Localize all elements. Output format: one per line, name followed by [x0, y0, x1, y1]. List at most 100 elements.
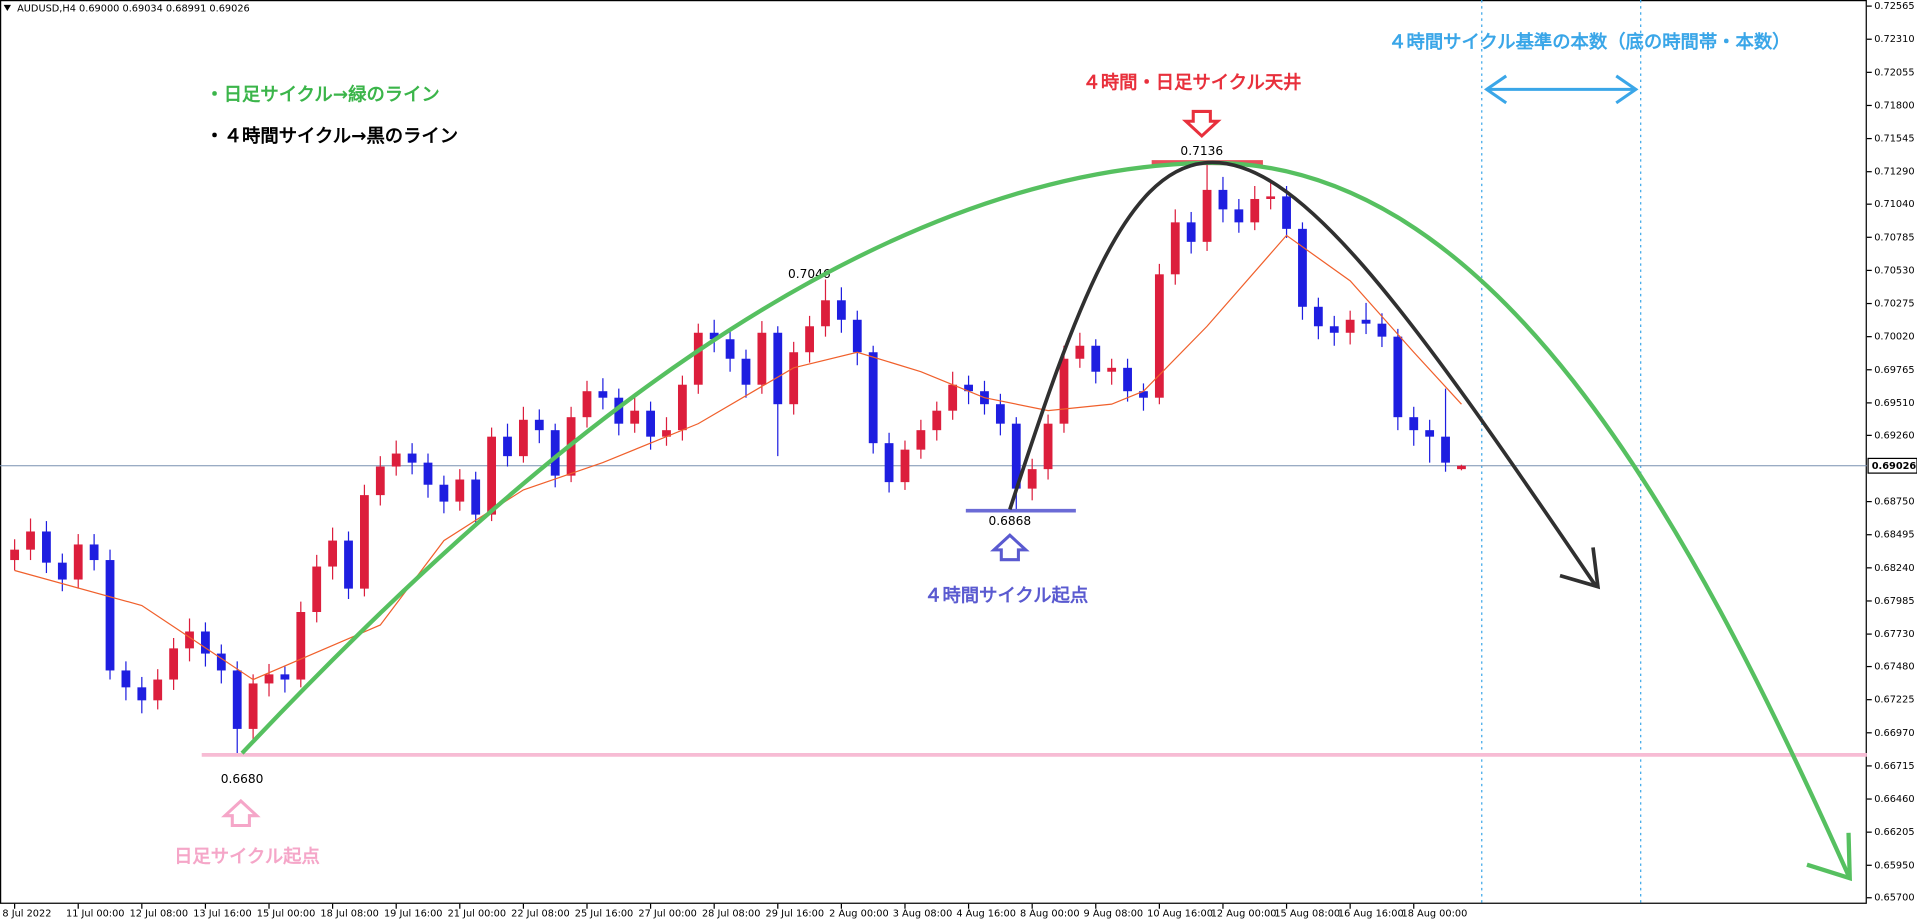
candle-body	[900, 449, 910, 483]
candle-body	[1075, 345, 1085, 359]
candle-body	[1345, 319, 1355, 333]
four-hour-cycle-curve	[1008, 160, 1597, 587]
plot-frame	[0, 0, 1867, 904]
candle-body	[344, 540, 353, 589]
y-tick-label: 0.65950	[1874, 860, 1914, 871]
candle-body	[455, 479, 465, 502]
candle-body	[662, 430, 671, 437]
candle-body	[10, 549, 20, 561]
candle-body	[232, 670, 242, 729]
candle-body	[932, 410, 942, 431]
candle-body	[646, 410, 655, 437]
candle-body	[89, 544, 99, 561]
y-tick-label: 0.71040	[1874, 199, 1914, 210]
candle-body	[948, 384, 958, 411]
candle-body	[884, 443, 894, 483]
y-tick-label: 0.70275	[1874, 299, 1914, 310]
candle-body	[471, 479, 481, 515]
x-tick-label: 8 Jul 2022	[2, 909, 51, 920]
candle-body	[1266, 196, 1276, 199]
x-tick-label: 28 Jul 08:00	[702, 909, 761, 920]
candle-body	[1377, 323, 1387, 337]
y-tick-label: 0.66715	[1874, 761, 1914, 772]
candle-body	[439, 484, 449, 502]
candle-body	[582, 391, 592, 418]
annotation: ・４時間サイクル→黒のライン	[205, 126, 458, 147]
x-tick-label: 13 Jul 16:00	[193, 909, 252, 920]
y-tick-label: 0.71800	[1874, 100, 1914, 111]
y-tick-label: 0.68240	[1874, 563, 1914, 574]
daily-cycle-arrowhead	[1806, 832, 1852, 882]
candle-body	[1091, 345, 1101, 372]
annotation: ４時間サイクル基準の本数（底の時間帯・本数）	[1388, 31, 1790, 53]
y-tick-label: 0.69260	[1874, 430, 1914, 441]
candle-body	[1361, 319, 1371, 324]
y-tick-label: 0.69765	[1874, 365, 1914, 376]
candle-body	[614, 397, 624, 424]
candle-body	[328, 540, 338, 567]
candle-body	[1186, 222, 1196, 242]
x-tick-label: 21 Jul 00:00	[448, 909, 507, 920]
x-tick-label: 8 Aug 00:00	[1020, 909, 1080, 920]
level-label: 0.7136	[1180, 144, 1223, 158]
y-tick-label: 0.66460	[1874, 794, 1914, 805]
candle-body	[1409, 417, 1419, 431]
y-tick-label: 0.70785	[1874, 232, 1914, 243]
daily-start-arrow	[221, 798, 261, 828]
candle-body	[916, 430, 926, 450]
four-hour-cycle-arrowhead	[1559, 547, 1601, 590]
y-tick-label: 0.71545	[1874, 134, 1914, 145]
candle-body	[1154, 274, 1164, 398]
candle-body	[153, 679, 163, 701]
candle-body	[1250, 198, 1260, 223]
x-tick-label: 12 Aug 00:00	[1211, 909, 1277, 920]
candle-body	[503, 436, 512, 457]
candle-body	[487, 436, 497, 515]
current-price-label: 0.69026	[1872, 461, 1917, 472]
x-tick-label: 29 Jul 16:00	[766, 909, 825, 920]
x-tick-label: 2 Aug 00:00	[829, 909, 889, 920]
candle-body	[201, 631, 210, 654]
candle-body	[1282, 196, 1291, 229]
header-icon	[3, 4, 12, 12]
candle-body	[1027, 469, 1037, 489]
candle-body	[1441, 436, 1450, 463]
y-tick-label: 0.71290	[1874, 167, 1914, 178]
symbol-header: AUDUSD,H4 0.69000 0.69034 0.68991 0.6902…	[17, 4, 250, 15]
candle-body	[1393, 336, 1403, 418]
y-tick-label: 0.68495	[1874, 530, 1914, 541]
level-label: 0.6868	[988, 514, 1031, 528]
y-tick-label: 0.66970	[1874, 728, 1914, 739]
candle-body	[1170, 222, 1180, 275]
candle-body	[105, 560, 115, 671]
annotation: 日足サイクル起点	[174, 845, 320, 867]
candle-body	[1234, 209, 1244, 223]
candle-body	[1457, 465, 1466, 470]
candle-body	[1011, 423, 1021, 489]
y-tick-label: 0.67985	[1874, 596, 1914, 607]
y-tick-label: 0.65700	[1874, 893, 1914, 904]
candle-body	[964, 384, 973, 392]
candle-body	[296, 612, 306, 680]
candle-body	[1218, 189, 1228, 210]
candle-body	[26, 531, 35, 550]
x-tick-label: 19 Jul 16:00	[384, 909, 443, 920]
candle-body	[995, 404, 1005, 424]
candle-body	[137, 687, 147, 701]
candle-body	[836, 300, 846, 320]
candle-body	[677, 384, 687, 431]
current-price-box	[1867, 457, 1917, 474]
candle-body	[821, 300, 830, 327]
y-tick-label: 0.70020	[1874, 332, 1914, 343]
x-tick-label: 25 Jul 16:00	[575, 909, 634, 920]
candle-body	[1202, 189, 1212, 242]
y-tick-label: 0.67225	[1874, 695, 1914, 706]
candle-body	[630, 410, 640, 424]
candle-body	[1313, 306, 1323, 327]
x-tick-label: 12 Jul 08:00	[130, 909, 189, 920]
candle-body	[248, 683, 258, 729]
candle-body	[360, 495, 369, 589]
candle-body	[789, 352, 799, 405]
